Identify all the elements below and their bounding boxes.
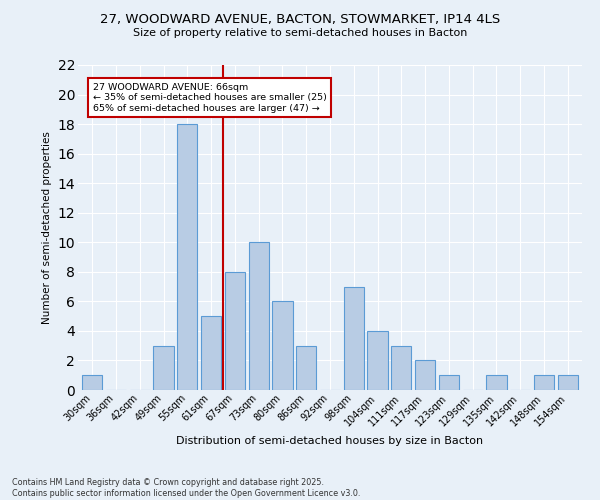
Bar (248, 242, 269, 390)
Bar (439, 375, 459, 390)
Bar (296, 346, 316, 390)
Text: Contains HM Land Registry data © Crown copyright and database right 2025.
Contai: Contains HM Land Registry data © Crown c… (12, 478, 361, 498)
Bar (487, 375, 506, 390)
Bar (534, 375, 554, 390)
Bar (415, 360, 435, 390)
Text: 27, WOODWARD AVENUE, BACTON, STOWMARKET, IP14 4LS: 27, WOODWARD AVENUE, BACTON, STOWMARKET,… (100, 12, 500, 26)
Text: 27 WOODWARD AVENUE: 66sqm
← 35% of semi-detached houses are smaller (25)
65% of : 27 WOODWARD AVENUE: 66sqm ← 35% of semi-… (93, 82, 326, 112)
Bar (272, 302, 293, 390)
Text: Size of property relative to semi-detached houses in Bacton: Size of property relative to semi-detach… (133, 28, 467, 38)
Bar (82, 375, 103, 390)
Bar (557, 375, 578, 390)
Bar (344, 286, 364, 390)
Bar (391, 346, 412, 390)
Bar (154, 346, 173, 390)
X-axis label: Distribution of semi-detached houses by size in Bacton: Distribution of semi-detached houses by … (176, 436, 484, 446)
Bar (201, 316, 221, 390)
Bar (367, 331, 388, 390)
Bar (225, 272, 245, 390)
Bar (177, 124, 197, 390)
Y-axis label: Number of semi-detached properties: Number of semi-detached properties (42, 131, 52, 324)
